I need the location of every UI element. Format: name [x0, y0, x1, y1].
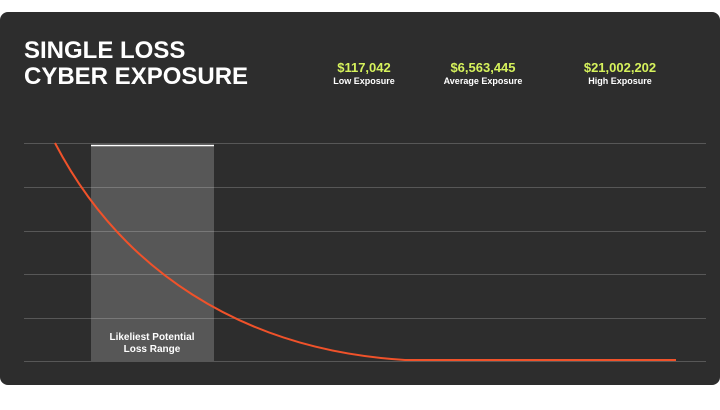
card-background — [0, 12, 720, 385]
loss-curve — [54, 142, 676, 361]
stat-value: $117,042 — [337, 60, 391, 75]
range-label: Likeliest Potential — [109, 332, 194, 343]
stat-value: $21,002,202 — [584, 60, 656, 75]
stat-label: Low Exposure — [333, 76, 395, 86]
grid — [24, 143, 706, 362]
title-line: SINGLE LOSS — [24, 37, 185, 64]
stat-value: $6,563,445 — [450, 60, 515, 75]
likeliest-range — [91, 145, 214, 361]
stat-label: High Exposure — [588, 76, 652, 86]
stat-label: Average Exposure — [444, 76, 523, 86]
range-label: Loss Range — [124, 344, 181, 355]
title-line: CYBER EXPOSURE — [24, 63, 248, 90]
